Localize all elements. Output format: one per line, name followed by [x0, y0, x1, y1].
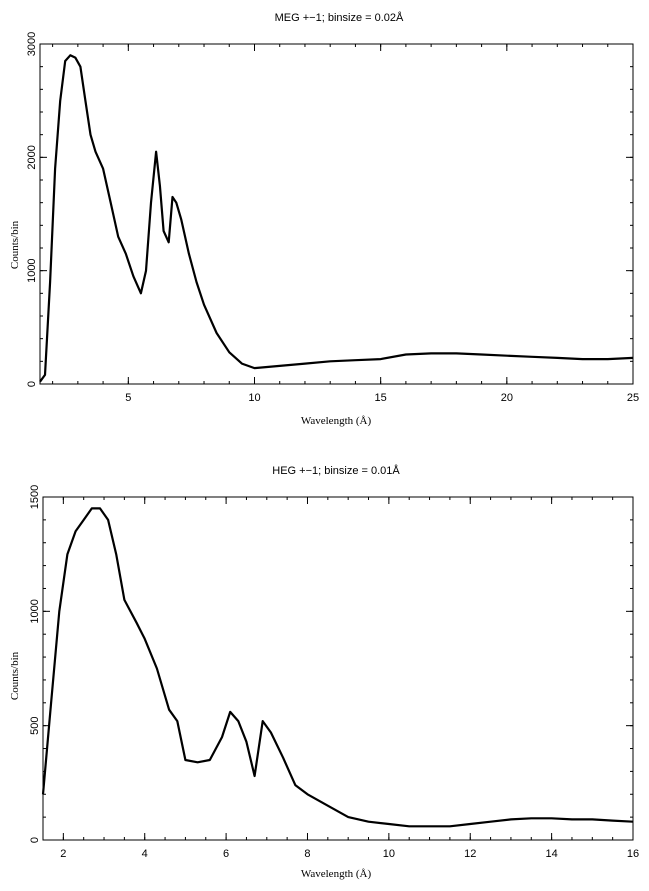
meg-x-tick-label: 10	[248, 392, 260, 404]
heg-ticks: 2 4 6 8 10 12 14 16 0 500 1000 1500	[29, 485, 639, 860]
heg-x-tick-label: 14	[545, 848, 557, 860]
meg-x-axis-label: Wavelength (Å)	[301, 415, 372, 427]
heg-y-tick-label: 0	[29, 837, 41, 843]
meg-series-line	[39, 54, 634, 383]
heg-x-tick-label: 12	[464, 848, 476, 860]
heg-y-tick-label: 1000	[29, 599, 41, 623]
meg-x-tick-label: 25	[627, 392, 639, 404]
heg-plot-frame	[42, 496, 634, 841]
heg-y-tick-label: 1500	[29, 485, 41, 509]
meg-y-tick-label: 2000	[26, 145, 38, 169]
meg-y-axis-label: Counts/bin	[9, 220, 21, 269]
heg-x-tick-label: 10	[383, 848, 395, 860]
heg-y-axis-label: Counts/bin	[9, 651, 21, 700]
meg-y-tick-label: 0	[26, 381, 38, 387]
heg-x-tick-label: 4	[142, 848, 148, 860]
meg-y-tick-label: 3000	[26, 32, 38, 56]
heg-y-tick-label: 500	[29, 716, 41, 734]
meg-x-tick-label: 20	[501, 392, 513, 404]
meg-title: MEG +−1; binsize = 0.02Å	[275, 11, 404, 24]
heg-x-tick-label: 16	[627, 848, 639, 860]
heg-x-axis-label: Wavelength (Å)	[301, 868, 372, 880]
heg-x-tick-label: 6	[223, 848, 229, 860]
meg-ticks: 5 10 15 20 25 0 1000 2000 3000	[26, 32, 639, 404]
meg-y-tick-label: 1000	[26, 258, 38, 282]
meg-x-tick-label: 15	[375, 392, 387, 404]
meg-plot-frame	[39, 43, 634, 385]
heg-x-tick-label: 8	[304, 848, 310, 860]
heg-panel: HEG +−1; binsize = 0.01Å 2 4 6 8 10 12 14 16 0 50…	[9, 464, 639, 880]
heg-title: HEG +−1; binsize = 0.01Å	[272, 464, 400, 477]
heg-x-tick-label: 2	[60, 848, 66, 860]
meg-panel: MEG +−1; binsize = 0.02Å 5 10 15 20 25 0 1000 2…	[9, 11, 639, 427]
meg-x-tick-label: 5	[125, 392, 131, 404]
heg-series-line	[41, 507, 634, 828]
